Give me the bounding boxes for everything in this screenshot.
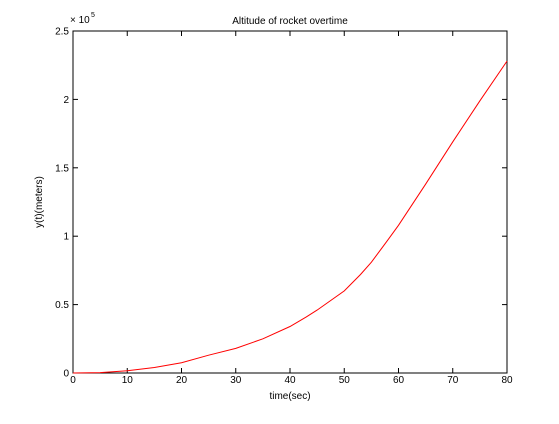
x-tick-label: 50: [339, 375, 351, 386]
x-axis-label: time(sec): [269, 391, 310, 402]
y-tick-label: 1: [63, 232, 69, 243]
x-tick-label: 70: [447, 375, 459, 386]
x-tick-label: 10: [122, 375, 134, 386]
x-tick-label: 40: [284, 375, 296, 386]
y-axis-label: y(t)(meters): [34, 176, 45, 228]
series-layer: [72, 60, 508, 374]
x-tick-label: 20: [176, 375, 188, 386]
x-tick-label: 30: [230, 375, 242, 386]
plot-area: [72, 30, 508, 374]
y-axis-ticks: 0 0.5 1 1.5 2 2.5: [55, 27, 507, 380]
y-tick-label: 0.5: [55, 300, 69, 311]
x-tick-label: 60: [393, 375, 405, 386]
y-axis-exponent-power: 5: [91, 12, 95, 19]
x-tick-label: 80: [501, 375, 513, 386]
y-tick-label: 1.5: [55, 163, 69, 174]
series-line-altitude: [72, 60, 508, 374]
y-tick-label: 2: [63, 95, 69, 106]
y-tick-label: 0: [63, 369, 69, 380]
y-tick-label: 2.5: [55, 27, 69, 38]
y-axis-exponent-base: × 10: [70, 15, 90, 26]
chart-title: Altitude of rocket overtime: [232, 16, 348, 27]
x-tick-label: 0: [70, 375, 76, 386]
x-axis-ticks: 0 10 20 30 40 50 60 70 80: [70, 31, 513, 386]
